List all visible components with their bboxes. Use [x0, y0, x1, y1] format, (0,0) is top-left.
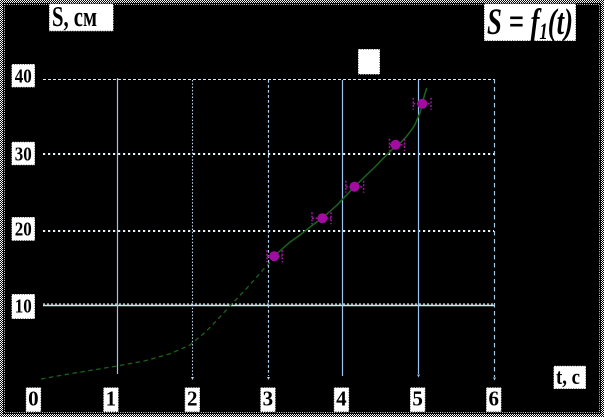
svg-text:S = f1(t): S = f1(t) — [487, 2, 573, 44]
svg-text:3: 3 — [263, 386, 274, 410]
svg-text:10: 10 — [15, 296, 32, 318]
svg-text:4: 4 — [336, 386, 347, 410]
svg-text:t, с: t, с — [556, 364, 580, 389]
svg-text:20: 20 — [15, 219, 32, 241]
svg-text:6: 6 — [488, 386, 499, 410]
svg-text:2: 2 — [187, 386, 198, 410]
svg-text:S, см: S, см — [52, 2, 97, 33]
svg-text:30: 30 — [15, 144, 32, 166]
svg-text:40: 40 — [15, 66, 32, 88]
svg-text:0: 0 — [28, 386, 39, 410]
svg-text:5: 5 — [412, 386, 423, 410]
svg-text:1: 1 — [106, 386, 117, 410]
